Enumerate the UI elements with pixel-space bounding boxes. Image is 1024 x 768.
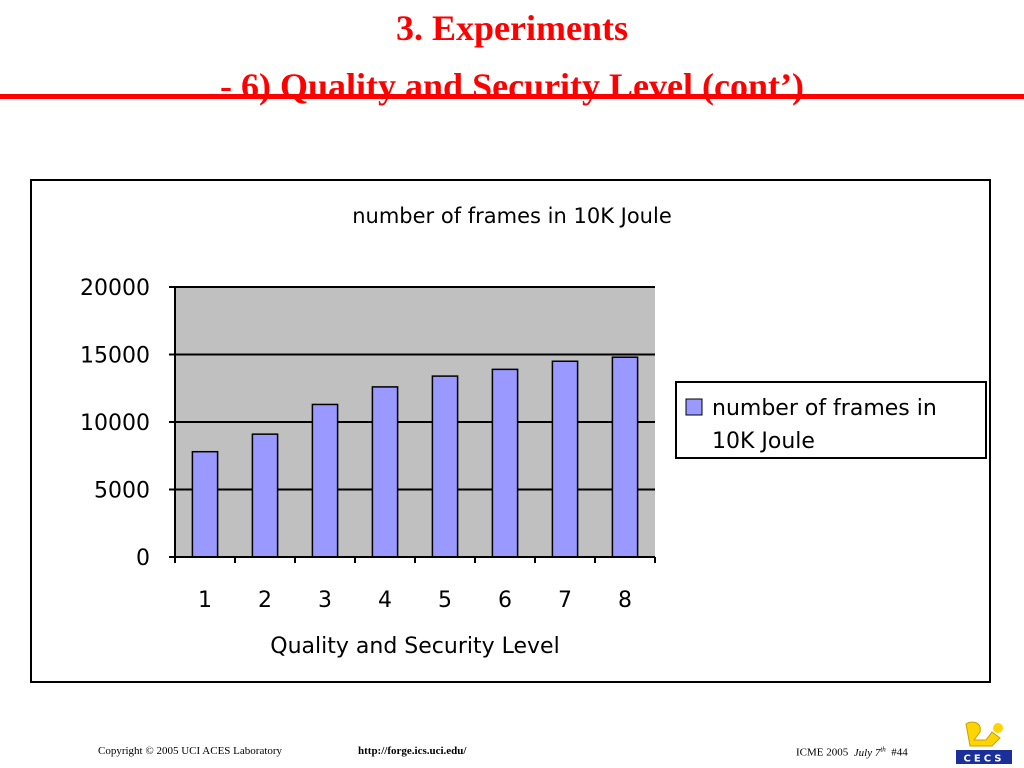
title-rule xyxy=(0,94,1024,99)
legend-label-line1: number of frames in xyxy=(712,396,937,421)
legend-box xyxy=(675,381,987,459)
footer-url[interactable]: http://forge.ics.uci.edu/ xyxy=(358,745,467,757)
bar xyxy=(431,375,459,558)
bar xyxy=(551,360,579,558)
date-suffix: th xyxy=(880,745,886,753)
legend-label-line2: 10K Joule xyxy=(712,429,815,454)
x-tick-label: 5 xyxy=(438,588,452,613)
x-axis-label: Quality and Security Level xyxy=(270,634,559,659)
footer-conference: ICME 2005 July 7th #44 xyxy=(796,745,908,759)
bars xyxy=(191,356,639,558)
x-tick-label: 7 xyxy=(558,588,572,613)
footer-date: July 7th xyxy=(853,745,886,759)
y-tick-label: 10000 xyxy=(80,411,150,436)
slide-subtitle: - 6) Quality and Security Level (cont’) xyxy=(220,66,804,106)
bar-chart: number of frames in 10K Joule 0 5000 10000… xyxy=(80,204,987,659)
y-tick-label: 15000 xyxy=(80,344,150,369)
slide-title: 3. Experiments xyxy=(396,8,628,48)
logo-text: CECS xyxy=(964,754,1005,765)
x-tick-label: 6 xyxy=(498,588,512,613)
x-tick-label: 1 xyxy=(198,588,212,613)
y-tick-label: 0 xyxy=(136,546,150,571)
conference-name: ICME 2005 xyxy=(796,746,849,759)
slide-number: #44 xyxy=(891,746,908,759)
y-tick-labels: 0 5000 10000 15000 20000 xyxy=(80,276,150,571)
bar xyxy=(311,403,339,558)
bar xyxy=(251,433,279,558)
bar xyxy=(611,356,639,558)
bar xyxy=(491,368,519,558)
bar xyxy=(371,386,399,558)
footer-copyright: Copyright © 2005 UCI ACES Laboratory xyxy=(98,745,283,757)
date-main: July 7 xyxy=(853,746,881,759)
cecs-logo: CECS xyxy=(956,721,1012,765)
chart-title: number of frames in 10K Joule xyxy=(352,204,672,228)
y-tick-label: 20000 xyxy=(80,276,150,301)
x-tick-label: 8 xyxy=(618,588,632,613)
bar xyxy=(191,450,219,558)
y-tick-label: 5000 xyxy=(94,479,150,504)
axes xyxy=(169,286,656,563)
chart-frame: number of frames in 10K Joule 0 5000 10000… xyxy=(30,179,991,683)
x-tick-label: 4 xyxy=(378,588,392,613)
legend: number of frames in 10K Joule xyxy=(675,381,987,459)
x-tick-label: 3 xyxy=(318,588,332,613)
x-tick-label: 2 xyxy=(258,588,272,613)
x-tick-labels: 1 2 3 4 5 6 7 8 xyxy=(198,588,632,613)
legend-swatch xyxy=(685,398,703,416)
